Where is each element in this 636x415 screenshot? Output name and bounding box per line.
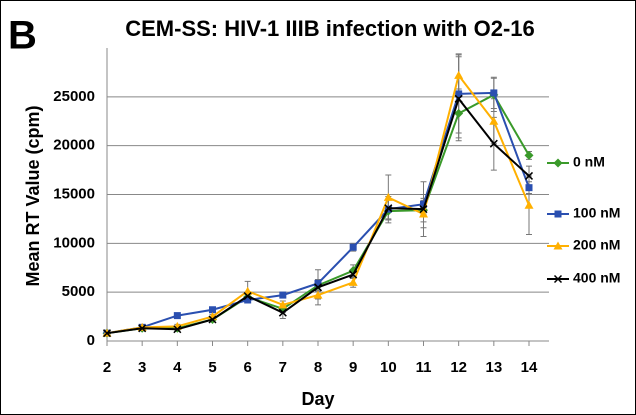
marker	[278, 300, 288, 309]
marker	[173, 325, 182, 334]
legend-label: 400 nM	[573, 270, 620, 286]
y-tick-label: 10000	[53, 234, 95, 251]
marker	[173, 312, 181, 320]
marker	[209, 306, 216, 314]
marker	[419, 209, 428, 218]
x-tick-label: 11	[416, 359, 432, 376]
marker	[454, 70, 464, 79]
x-tick-label: 3	[138, 359, 146, 376]
legend-label: 0 nM	[573, 154, 605, 170]
marker	[553, 274, 563, 284]
y-tick-label: 20000	[53, 137, 95, 154]
x-tick-label: 8	[314, 359, 322, 376]
marker	[524, 150, 534, 160]
x-tick-label: 10	[380, 359, 397, 376]
marker	[525, 184, 533, 192]
marker	[348, 277, 358, 286]
x-tick-label: 14	[521, 359, 538, 376]
marker	[138, 324, 147, 333]
marker	[455, 90, 463, 98]
marker	[420, 200, 427, 208]
x-tick-label: 7	[279, 359, 287, 376]
x-tick-label: 6	[243, 359, 251, 376]
x-tick-label: 13	[485, 359, 502, 376]
marker	[314, 279, 322, 287]
marker	[243, 286, 253, 295]
marker	[349, 270, 358, 279]
marker	[278, 308, 287, 317]
marker	[490, 89, 498, 97]
marker	[244, 296, 252, 304]
y-tick-label: 0	[87, 332, 95, 349]
x-tick-label: 4	[173, 359, 182, 376]
marker	[554, 210, 562, 218]
y-tick-label: 25000	[53, 88, 95, 105]
x-tick-label: 9	[349, 359, 357, 376]
y-tick-label: 15000	[53, 185, 95, 202]
x-axis-label: Day	[301, 389, 334, 409]
chart-title: CEM-SS: HIV-1 IIIB infection with O2-16	[125, 16, 535, 41]
marker	[489, 116, 499, 125]
marker	[313, 290, 323, 299]
marker	[524, 200, 534, 209]
panel-label: B	[8, 14, 37, 58]
marker	[489, 139, 498, 148]
marker	[524, 171, 534, 180]
legend-label: 100 nM	[573, 205, 620, 221]
x-tick-label: 12	[450, 359, 467, 376]
marker	[102, 329, 112, 338]
marker	[553, 158, 563, 168]
x-tick-label: 2	[103, 359, 111, 376]
marker	[553, 241, 563, 250]
y-axis-label: Mean RT Value (cpm)	[23, 105, 43, 286]
marker	[419, 205, 428, 214]
y-tick-label: 5000	[62, 283, 95, 300]
marker	[243, 292, 252, 301]
marker	[383, 192, 393, 201]
marker	[454, 108, 464, 118]
x-tick-label: 5	[208, 359, 216, 376]
legend-label: 200 nM	[573, 237, 620, 253]
marker	[454, 94, 463, 103]
marker	[349, 243, 357, 251]
marker	[208, 315, 217, 324]
marker	[279, 291, 287, 299]
marker	[313, 283, 323, 292]
marker	[384, 204, 393, 213]
